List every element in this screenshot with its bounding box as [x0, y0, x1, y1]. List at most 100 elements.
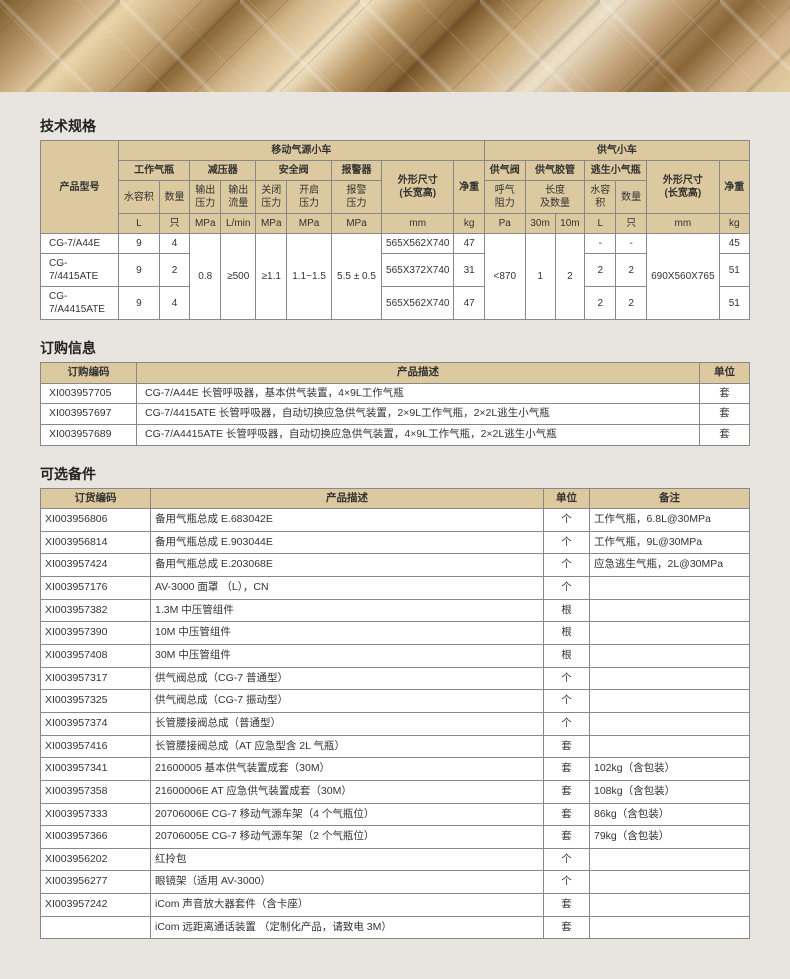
cell-model: CG-7/A44E: [41, 234, 119, 254]
parts-row: XI00395740830M 中压管组件根: [41, 645, 750, 668]
cell-dim: 565X372X740: [382, 254, 454, 287]
spec-table: 产品型号 移动气源小车 供气小车 工作气瓶 减压器 安全阀 报警器 外形尺寸(长…: [40, 140, 750, 320]
cell-note: 79kg（含包装）: [590, 826, 750, 849]
u-kg2: kg: [719, 214, 749, 234]
cell-desc: 长管腰接阀总成（AT 应急型含 2L 气瓶）: [151, 735, 544, 758]
h-safety: 安全阀: [256, 161, 332, 181]
cell-unit: 套: [700, 383, 750, 404]
cell-note: [590, 712, 750, 735]
cell-unit: 套: [544, 758, 590, 781]
cell-desc: 红拎包: [151, 848, 544, 871]
cell-note: 工作气瓶，9L@30MPa: [590, 531, 750, 554]
cell-unit: 套: [544, 916, 590, 939]
cell-note: [590, 916, 750, 939]
u-lmin: L/min: [221, 214, 256, 234]
cell-unit: 套: [544, 780, 590, 803]
cell-code: XI003957416: [41, 735, 151, 758]
cell-unit: 个: [544, 848, 590, 871]
cell-closep: ≥1.1: [256, 234, 287, 320]
u-zhi2: 只: [616, 214, 647, 234]
cell-code: XI003957242: [41, 894, 151, 917]
h-reducer: 减压器: [190, 161, 256, 181]
cell-desc: 供气阀总成（CG-7 普通型）: [151, 667, 544, 690]
sh-breath: 呼气阻力: [484, 181, 525, 214]
cell-unit: 根: [544, 622, 590, 645]
order-table: 订购编码 产品描述 单位 XI003957705CG-7/A44E 长管呼吸器，…: [40, 362, 750, 446]
cell-desc: 30M 中压管组件: [151, 645, 544, 668]
cell-alarmp: 5.5 ± 0.5: [331, 234, 381, 320]
h-work-cyl: 工作气瓶: [119, 161, 190, 181]
h-valve: 供气阀: [484, 161, 525, 181]
cell-w2: 45: [719, 234, 749, 254]
cell-code: XI003957374: [41, 712, 151, 735]
spec-row: CG-7/A4415ATE94565X562X740472251: [41, 287, 750, 320]
parts-row: XI003957242iCom 声音放大器套件（含卡座）套: [41, 894, 750, 917]
cell-note: [590, 645, 750, 668]
parts-row: XI003956202红拎包个: [41, 848, 750, 871]
cell-note: [590, 848, 750, 871]
cell-unit: 套: [544, 826, 590, 849]
cell-code: XI003957382: [41, 599, 151, 622]
cell-desc: 备用气瓶总成 E.683042E: [151, 509, 544, 532]
h-weight: 净重: [454, 161, 484, 214]
cell-code: XI003957424: [41, 554, 151, 577]
cell-desc: AV-3000 面罩 （L），CN: [151, 577, 544, 600]
parts-h-unit: 单位: [544, 488, 590, 509]
cell-code: XI003957705: [41, 383, 137, 404]
cell-code: XI003957689: [41, 424, 137, 445]
parts-row: XI003957424备用气瓶总成 E.203068E个应急逃生气瓶，2L@30…: [41, 554, 750, 577]
sh-openp: 开启压力: [287, 181, 332, 214]
gold-banner: [0, 0, 790, 92]
cell-model: CG-7/4415ATE: [41, 254, 119, 287]
cell-desc: 1.3M 中压管组件: [151, 599, 544, 622]
cell-note: [590, 577, 750, 600]
u-mpa3: MPa: [287, 214, 332, 234]
cell-unit: 套: [544, 735, 590, 758]
cell-w: 47: [454, 287, 484, 320]
parts-row: XI003957325供气阀总成（CG-7 振动型）个: [41, 690, 750, 713]
parts-row: XI003957317供气阀总成（CG-7 普通型）个: [41, 667, 750, 690]
cell-vol: 9: [119, 287, 160, 320]
u-mpa4: MPa: [331, 214, 381, 234]
u-mpa2: MPa: [256, 214, 287, 234]
cell-unit: 个: [544, 712, 590, 735]
cell-code: XI003956806: [41, 509, 151, 532]
cell-unit: 根: [544, 599, 590, 622]
cell-w2: 51: [719, 254, 749, 287]
cell-breath: <870: [484, 234, 525, 320]
cell-unit: 套: [544, 803, 590, 826]
cell-note: [590, 894, 750, 917]
cell-dim: 565X562X740: [382, 287, 454, 320]
cell-desc: 20706005E CG-7 移动气源车架（2 个气瓶位）: [151, 826, 544, 849]
sh-vol: 水容积: [119, 181, 160, 214]
parts-row: XI003956806备用气瓶总成 E.683042E个工作气瓶，6.8L@30…: [41, 509, 750, 532]
cell-qty: 2: [159, 254, 189, 287]
cell-note: 102kg（含包装）: [590, 758, 750, 781]
cell-desc: 21600006E AT 应急供气装置成套（30M）: [151, 780, 544, 803]
cell-desc: 20706006E CG-7 移动气源车架（4 个气瓶位）: [151, 803, 544, 826]
cell-desc: 备用气瓶总成 E.203068E: [151, 554, 544, 577]
cell-qty: 4: [159, 234, 189, 254]
cell-code: XI003957697: [41, 404, 137, 425]
sh-vol2: 水容积: [585, 181, 616, 214]
parts-row: XI00395739010M 中压管组件根: [41, 622, 750, 645]
cell-note: 工作气瓶，6.8L@30MPa: [590, 509, 750, 532]
cell-code: XI003956277: [41, 871, 151, 894]
cell-unit: 个: [544, 509, 590, 532]
u-mm2: mm: [647, 214, 719, 234]
cell-code: XI003957358: [41, 780, 151, 803]
cell-unit: 套: [544, 894, 590, 917]
cell-desc: 21600005 基本供气装置成套（30M）: [151, 758, 544, 781]
cell-note: 108kg（含包装）: [590, 780, 750, 803]
cell-code: XI003957390: [41, 622, 151, 645]
cell-outp: 0.8: [190, 234, 221, 320]
sh-qty: 数量: [159, 181, 189, 214]
cell-code: XI003957366: [41, 826, 151, 849]
cell-w2: 51: [719, 287, 749, 320]
cell-unit: 个: [544, 577, 590, 600]
order-title: 订购信息: [40, 338, 750, 358]
parts-row: XI003956814备用气瓶总成 E.903044E个工作气瓶，9L@30MP…: [41, 531, 750, 554]
parts-table: 订货编码 产品描述 单位 备注 XI003956806备用气瓶总成 E.6830…: [40, 488, 750, 940]
h-escape: 逃生小气瓶: [585, 161, 647, 181]
cell-note: [590, 735, 750, 758]
